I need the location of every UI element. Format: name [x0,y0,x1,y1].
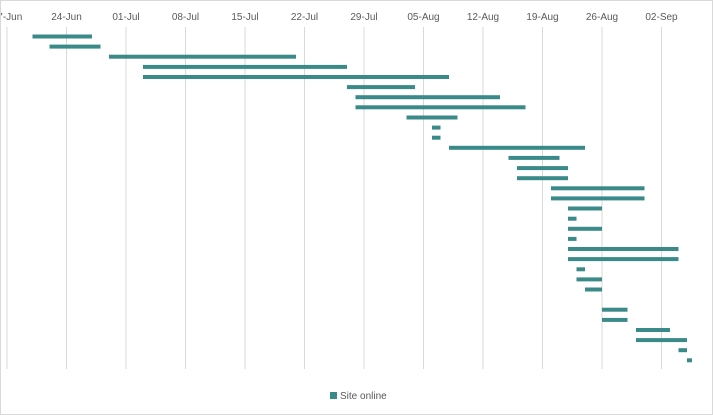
legend-swatch [330,392,337,399]
task-bar [568,216,577,221]
task-bar [576,277,602,282]
task-bar [602,317,628,322]
x-tick-label: 08-Jul [172,12,199,23]
task-bar [551,186,645,191]
x-tick-label: 02-Sep [645,12,678,23]
task-bar [636,338,687,343]
task-bar [568,206,602,211]
x-axis-tick-labels: 17-Jun 24-Jun 01-Jul 08-Jul 15-Jul 22-Jul 29-J… [1,12,678,23]
task-bar [449,145,585,150]
task-bar [568,236,577,241]
task-bar [406,115,458,120]
x-tick-label: 26-Aug [586,12,618,23]
task-bar [143,64,347,69]
legend-label: Site online [340,391,387,402]
task-bar [602,307,628,312]
gridlines [6,27,662,369]
task-bar [551,196,645,201]
task-bar [687,358,692,363]
task-bar [585,287,602,292]
x-tick-label: 22-Jul [291,12,318,23]
x-tick-label: 19-Aug [526,12,558,23]
task-bar [49,44,101,49]
task-bar [568,257,679,262]
task-bar [355,95,500,100]
x-tick-label: 12-Aug [467,12,499,23]
task-bar [508,155,560,160]
task-bar [678,348,687,353]
x-tick-label: 05-Aug [407,12,439,23]
task-bar [143,75,449,79]
task-bar [355,105,526,110]
legend: Site online [330,391,387,402]
x-tick-label: 17-Jun [1,12,22,23]
task-bar [517,176,568,181]
task-bar [432,135,441,140]
task-bar [636,328,670,332]
x-tick-label: 01-Jul [112,12,139,23]
task-bar [109,54,296,59]
x-tick-label: 29-Jul [350,12,377,23]
task-bar [347,85,415,90]
task-bar [517,166,568,171]
task-bars [32,34,692,363]
task-bar [432,125,441,130]
task-bar [32,34,92,39]
x-tick-label: 24-Jun [51,12,82,23]
task-bar [576,267,585,272]
task-bar [568,247,679,251]
x-tick-label: 15-Jul [231,12,258,23]
task-bar [568,226,602,231]
